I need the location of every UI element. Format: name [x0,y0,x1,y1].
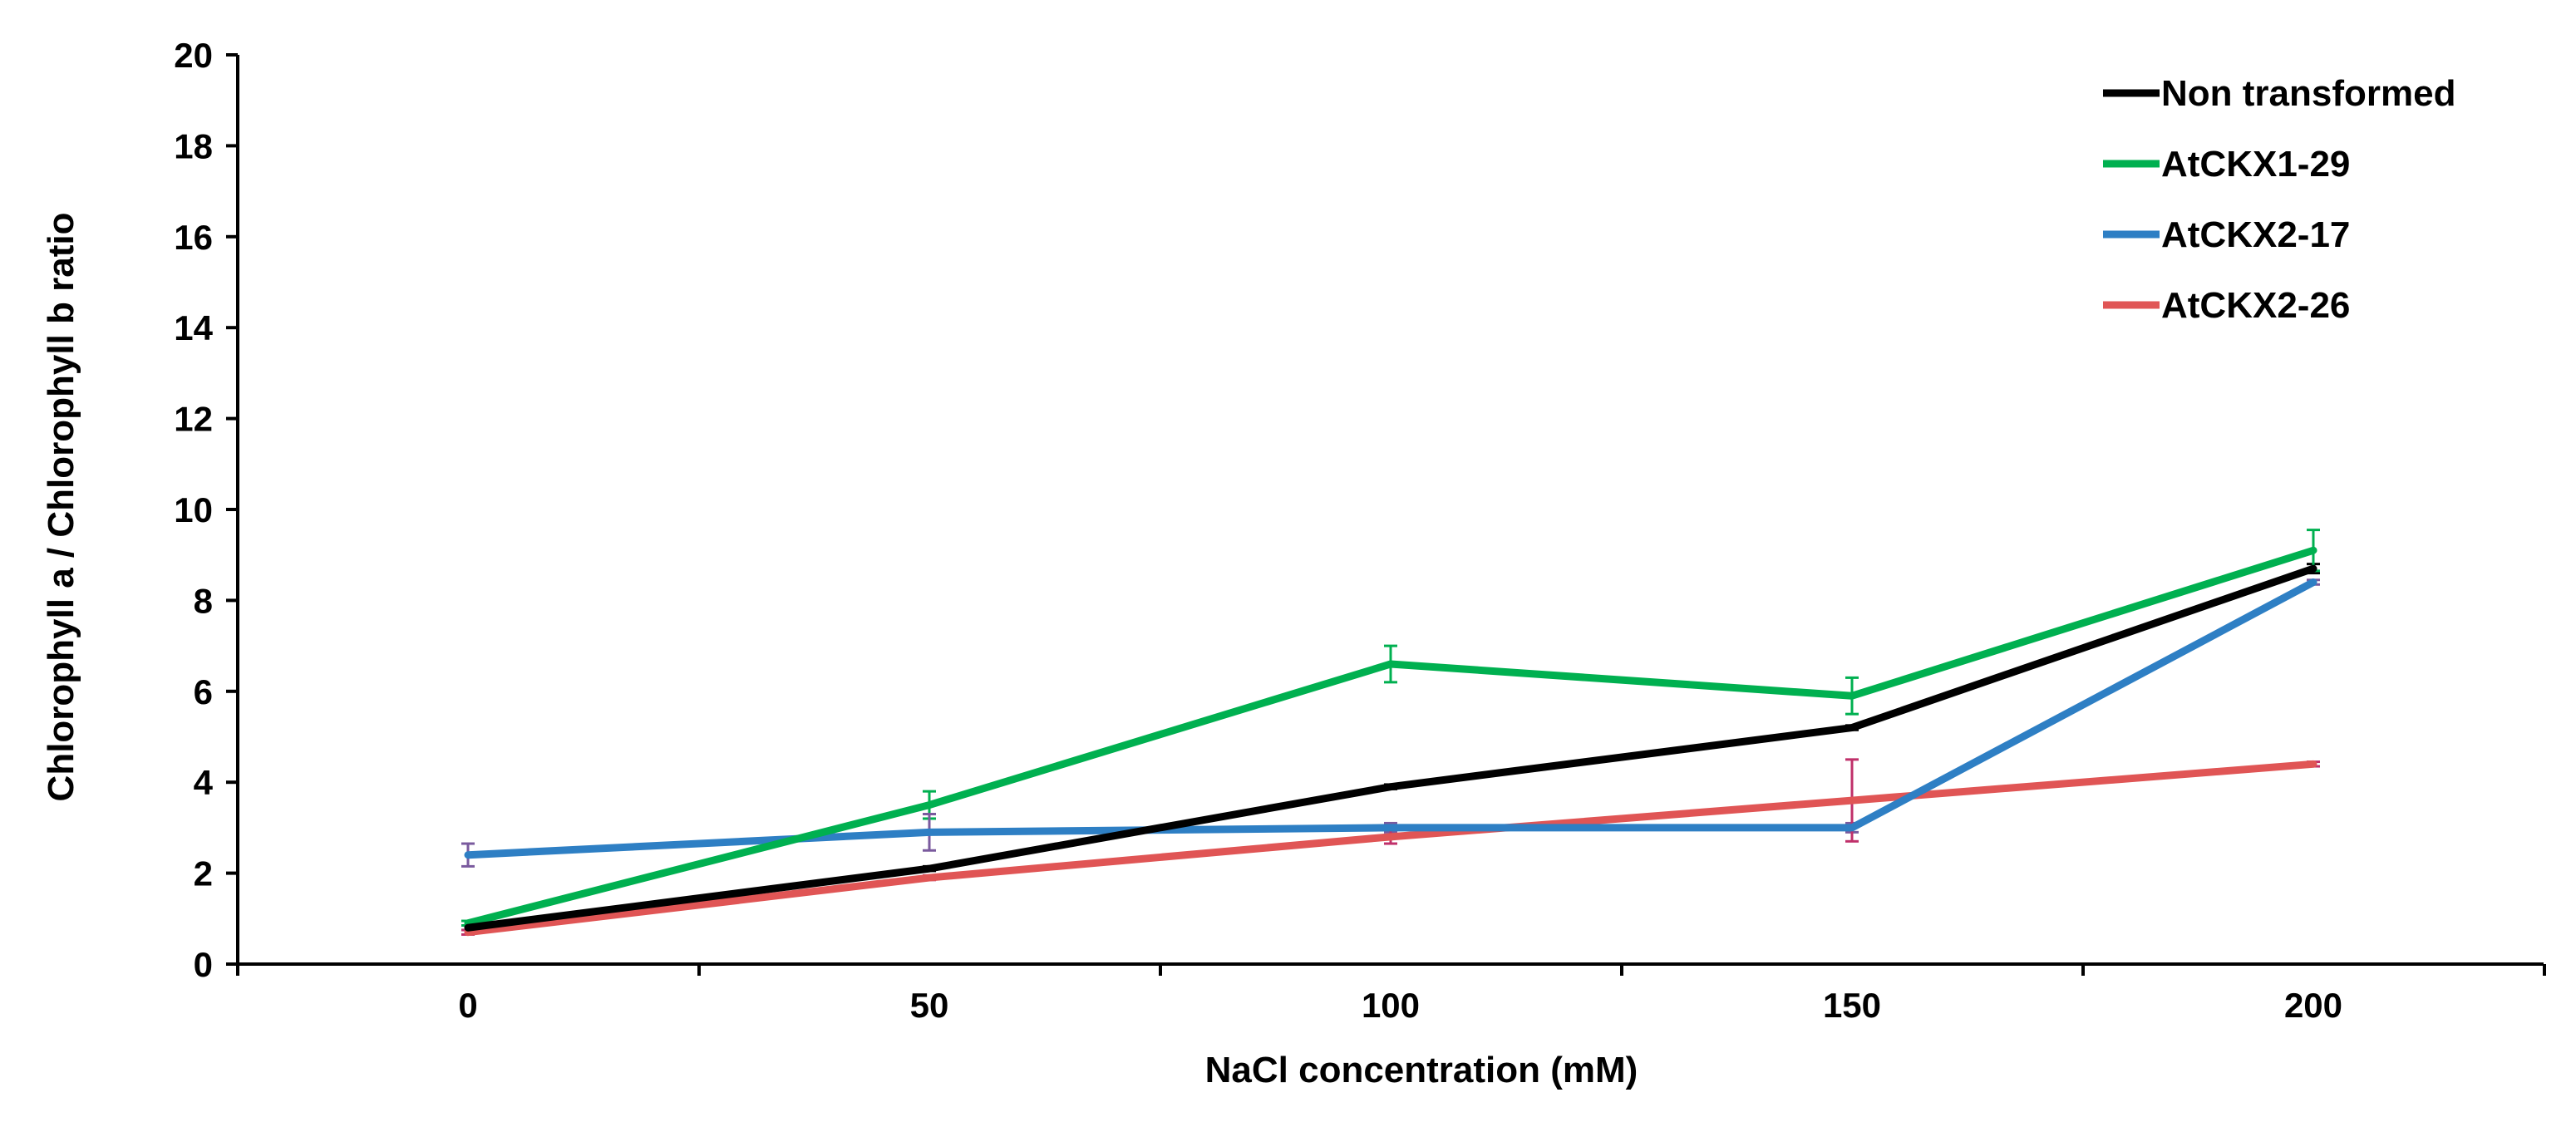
y-tick-label: 12 [174,400,213,439]
legend: Non transformed AtCKX1-29 AtCKX2-17 AtCKX2-… [2103,73,2455,326]
y-axis-title: Chlorophyll a / Chlorophyll b ratio [41,213,81,802]
data-point [1851,695,1853,697]
legend-item: AtCKX1-29 [2103,144,2350,185]
y-tick-label: 14 [174,308,213,347]
data-point [1851,800,1853,802]
x-tick-label: 150 [1823,986,1881,1025]
data-point [467,854,469,856]
legend-item: AtCKX2-17 [2103,214,2350,255]
y-tick-label: 20 [174,36,213,75]
data-point [1390,835,1391,838]
x-tick-label: 200 [2284,986,2342,1025]
legend-item: AtCKX2-26 [2103,285,2350,326]
y-tick-label: 18 [174,126,213,165]
series-lines [464,546,2317,937]
legend-label: AtCKX1-29 [2161,144,2350,185]
legend-label: AtCKX2-26 [2161,285,2350,326]
series-line [464,578,2317,859]
data-point [467,931,469,933]
data-point [928,804,930,806]
series-line [464,564,2317,932]
data-point [2312,549,2314,552]
data-point [1390,662,1391,665]
y-tick-label: 8 [194,581,213,620]
data-point [1390,785,1391,788]
data-point [2312,763,2314,765]
data-point [467,927,469,929]
y-tick-label: 10 [174,490,213,529]
x-tick-label: 100 [1362,986,1420,1025]
y-tick-label: 0 [194,945,213,984]
y-tick-label: 2 [194,854,213,893]
y-tick-label: 16 [174,218,213,257]
data-point [2312,581,2314,583]
data-point [928,831,930,834]
data-point [467,922,469,924]
data-point [928,877,930,879]
data-point [1851,826,1853,829]
legend-item: Non transformed [2103,73,2455,114]
data-point [1390,826,1391,829]
data-point [928,868,930,870]
legend-label: AtCKX2-17 [2161,214,2350,255]
data-point [1851,726,1853,729]
y-tick-label: 4 [194,763,214,802]
data-point [2312,568,2314,570]
x-tick-label: 0 [458,986,477,1025]
y-tick-label: 6 [194,672,213,711]
series-line [464,546,2317,928]
legend-label: Non transformed [2161,73,2455,114]
error-bars [461,529,2320,936]
x-tick-label: 50 [910,986,949,1025]
x-axis-title: NaCl concentration (mM) [1205,1050,1638,1090]
